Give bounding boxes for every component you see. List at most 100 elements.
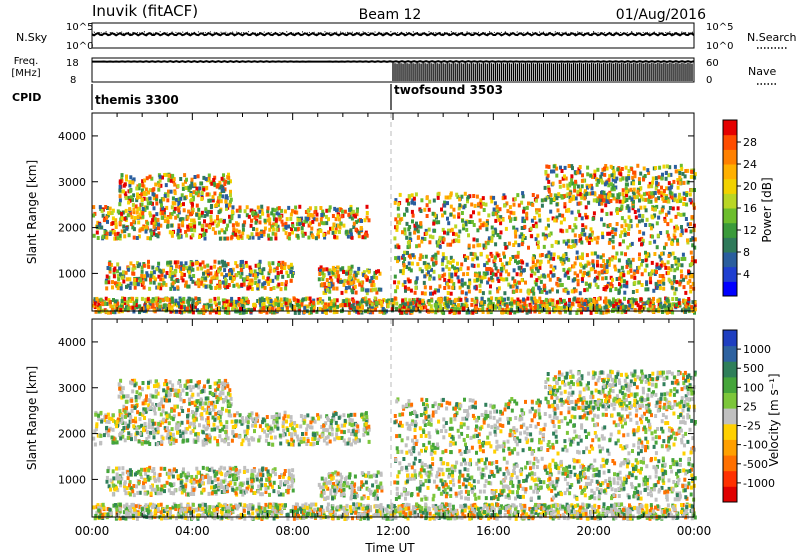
power-cell-4185	[177, 301, 180, 306]
power-cell-3831	[665, 307, 669, 312]
power-cell-674	[200, 197, 204, 201]
power-cell-1740	[574, 239, 578, 243]
power-cell-1760	[517, 243, 521, 248]
power-cell-4176	[174, 298, 178, 303]
power-cell-1697	[633, 210, 637, 214]
power-cell-3049	[580, 178, 584, 183]
velocity-cell-214	[121, 434, 125, 439]
power-cell-1654	[600, 208, 604, 213]
power-cell-80	[338, 217, 341, 222]
power-cell-1050	[128, 285, 132, 290]
power-cell-2188	[549, 252, 553, 257]
power-cell-2844	[638, 181, 641, 185]
power-cell-2129	[545, 290, 549, 295]
power-cell-1727	[464, 222, 468, 227]
power-cell-4363	[179, 298, 183, 303]
power-cell-770	[155, 194, 159, 199]
power-cell-2571	[536, 268, 540, 273]
power-cell-583	[291, 208, 294, 213]
power-cell-2627	[581, 252, 584, 257]
power-cell-261	[271, 224, 275, 229]
power-cell-1301	[353, 276, 357, 281]
power-cell-297	[310, 226, 314, 231]
power-cell-3917	[164, 296, 168, 301]
power-cell-2837	[672, 179, 676, 184]
power-cell-2787	[593, 191, 597, 196]
power-cell-336	[177, 223, 181, 228]
power-cell-352	[235, 208, 239, 213]
power-cell-401	[280, 219, 284, 224]
power-cell-1220	[204, 284, 208, 289]
power-cell-1822	[482, 243, 486, 248]
power-cell-441	[191, 233, 195, 238]
power-cell-218	[243, 220, 247, 225]
power-cell-4294	[293, 305, 297, 310]
power-cell-4371	[443, 297, 447, 302]
power-cell-1239	[239, 260, 243, 264]
power-cell-1002	[281, 274, 285, 279]
power-cell-802	[131, 202, 135, 207]
power-cell-2096	[548, 277, 552, 282]
power-cell-3845	[193, 304, 197, 309]
power-cell-3477	[501, 300, 504, 305]
power-cell-4245	[520, 307, 524, 312]
power-cell-4206	[295, 303, 299, 307]
power-cell-2931	[678, 199, 682, 203]
power-cell-2595	[565, 256, 569, 261]
power-cell-250	[339, 221, 343, 226]
power-cell-2748	[631, 175, 635, 180]
power-cell-355	[211, 221, 215, 226]
power-cell-3169	[259, 306, 263, 311]
power-cell-4253	[427, 302, 431, 307]
power-cell-4026	[620, 310, 624, 315]
power-cell-591	[136, 206, 140, 211]
power-cell-2912	[638, 198, 641, 203]
power-cell-1733	[475, 194, 479, 199]
power-cell-3320	[202, 305, 206, 310]
power-cell-1723	[443, 200, 447, 205]
power-cell-231	[295, 222, 299, 227]
power-cell-2271	[631, 257, 635, 262]
power-cell-2374	[653, 252, 657, 256]
power-cell-365	[149, 228, 153, 233]
power-cell-784	[142, 196, 146, 201]
power-cell-1175	[157, 274, 161, 279]
power-cell-2381	[644, 250, 647, 255]
power-cell-1983	[590, 232, 594, 237]
power-cell-3428	[308, 296, 312, 301]
power-cell-2244	[420, 254, 424, 259]
power-cell-2160	[446, 260, 450, 265]
power-cell-2521	[609, 282, 613, 287]
power-cell-413	[232, 227, 236, 232]
power-cell-1054	[112, 270, 116, 275]
power-cell-566	[108, 232, 112, 236]
power-cell-2259	[667, 277, 671, 282]
power-cell-4299	[272, 310, 276, 315]
power-cell-2607	[429, 291, 432, 296]
power-cell-2215	[609, 275, 613, 280]
power-cell-1273	[360, 284, 364, 289]
velocity-cell-239	[178, 429, 182, 434]
power-cell-2999	[599, 174, 603, 179]
power-cell-2184	[424, 254, 428, 259]
power-cell-1507	[487, 238, 491, 243]
noise-left-label: N.Sky	[16, 31, 48, 44]
power-cell-1337	[320, 268, 324, 273]
power-cell-2650	[437, 274, 441, 279]
power-cell-486	[317, 222, 321, 227]
power-cell-1852	[584, 215, 588, 220]
power-cell-2625	[488, 267, 491, 271]
power-cell-2088	[511, 276, 515, 281]
velocity-cell-312	[156, 426, 160, 431]
power-cell-1664	[637, 192, 641, 197]
power-cell-589	[178, 217, 182, 222]
power-cell-4279	[146, 297, 150, 302]
power-cell-1946	[504, 245, 508, 250]
power-cell-232	[365, 215, 369, 220]
power-cell-127	[315, 212, 319, 217]
power-cell-1651	[558, 213, 562, 218]
power-cell-1596	[403, 227, 407, 232]
power-cell-1374	[327, 282, 331, 287]
power-cell-2613	[473, 252, 477, 257]
power-cell-2600	[595, 259, 599, 264]
